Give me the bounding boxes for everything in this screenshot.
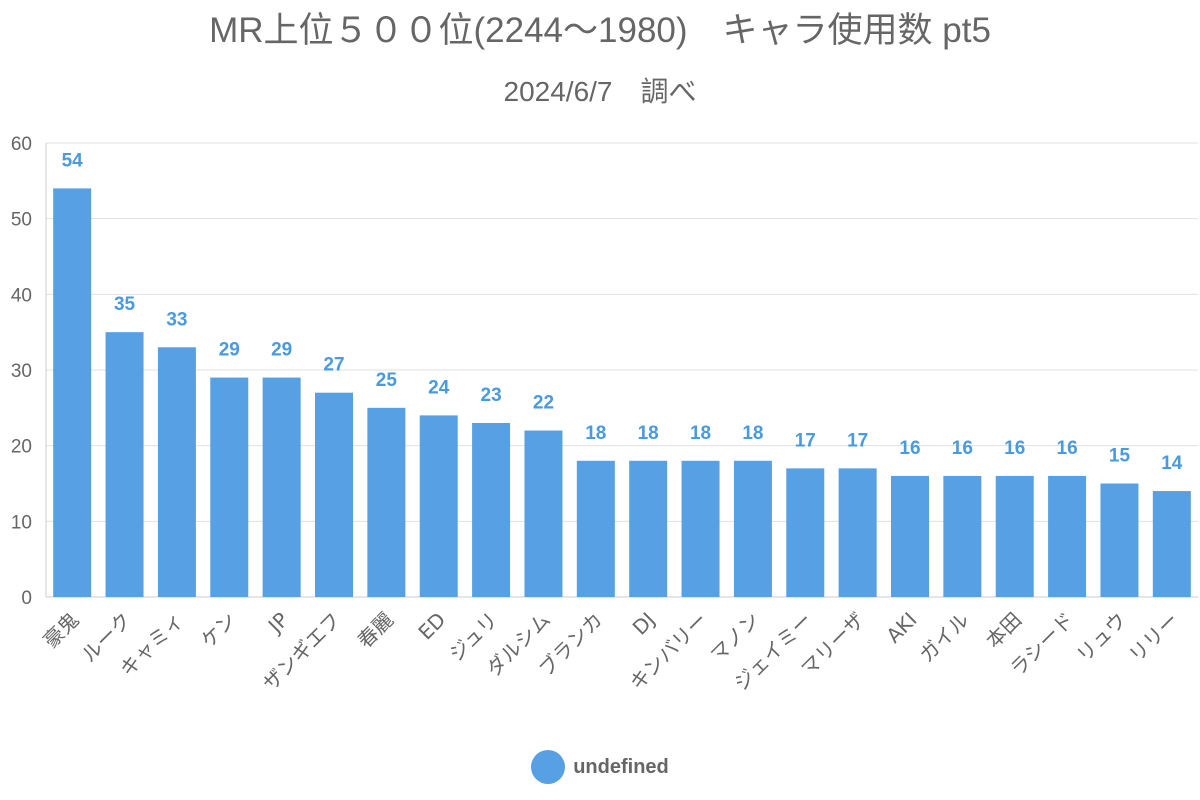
data-label: 29: [271, 340, 292, 361]
data-label: 27: [323, 355, 344, 376]
bar: [210, 377, 249, 597]
data-label: 17: [847, 430, 868, 451]
bar: [576, 460, 615, 597]
data-label: 54: [62, 150, 84, 171]
data-label: 33: [166, 309, 187, 330]
data-label: 15: [1109, 446, 1131, 467]
x-tick-label: 豪鬼: [38, 608, 83, 653]
data-label: 14: [1161, 453, 1183, 474]
bar: [105, 332, 144, 597]
x-tick-label: 春麗: [353, 608, 398, 653]
x-tick-label: AKI: [881, 608, 921, 648]
bar: [681, 460, 720, 597]
data-label: 22: [533, 393, 554, 414]
bar: [891, 475, 929, 597]
y-tick-label: 30: [11, 361, 32, 382]
x-tick-label: リュウ: [1072, 608, 1131, 667]
x-tick-label: ケン: [196, 608, 241, 653]
data-label: 16: [952, 438, 973, 459]
bar: [524, 430, 563, 597]
bar: [419, 415, 458, 597]
data-label: 16: [899, 438, 920, 459]
data-label: 18: [585, 423, 606, 444]
data-label: 18: [742, 423, 763, 444]
x-tick-label: リリー: [1124, 608, 1183, 667]
x-tick-label: JP: [262, 608, 293, 639]
bar: [733, 460, 772, 597]
data-label: 17: [795, 430, 816, 451]
bar: [315, 392, 353, 597]
data-label: 18: [638, 423, 659, 444]
x-tick-label: 本田: [981, 608, 1026, 653]
data-label: 16: [1004, 438, 1025, 459]
data-label: 24: [428, 377, 450, 398]
data-label: 35: [114, 294, 136, 315]
y-tick-label: 0: [21, 588, 32, 609]
y-tick-label: 60: [11, 134, 32, 155]
data-label: 16: [1057, 438, 1078, 459]
y-tick-label: 20: [11, 437, 32, 458]
data-label: 29: [219, 340, 240, 361]
bar: [262, 377, 301, 597]
bar: [1152, 491, 1191, 597]
bar: [53, 188, 92, 597]
bar: [367, 407, 406, 597]
legend-swatch: [531, 750, 566, 784]
bar: [943, 475, 982, 597]
legend[interactable]: undefined: [0, 750, 1200, 784]
legend-label: undefined: [573, 755, 669, 778]
x-tick-label: ガイル: [915, 608, 974, 667]
y-tick-label: 40: [11, 285, 32, 306]
x-tick-label: DJ: [628, 608, 660, 640]
bar: [157, 347, 196, 597]
y-tick-label: 50: [11, 210, 32, 231]
x-tick-label: ED: [413, 608, 450, 645]
data-label: 18: [690, 423, 711, 444]
y-tick-label: 10: [11, 512, 32, 533]
data-label: 23: [481, 385, 502, 406]
bar: [995, 475, 1034, 597]
data-label: 25: [376, 370, 398, 391]
chart-title: MR上位５００位(2244～1980) キャラ使用数 pt5: [209, 11, 991, 50]
bar: [472, 422, 511, 597]
bar: [786, 468, 825, 597]
bar: [1048, 475, 1087, 597]
bar: [629, 460, 668, 597]
bar: [1100, 483, 1139, 597]
bar: [838, 468, 877, 597]
chart-subtitle: 2024/6/7 調べ: [503, 76, 697, 107]
